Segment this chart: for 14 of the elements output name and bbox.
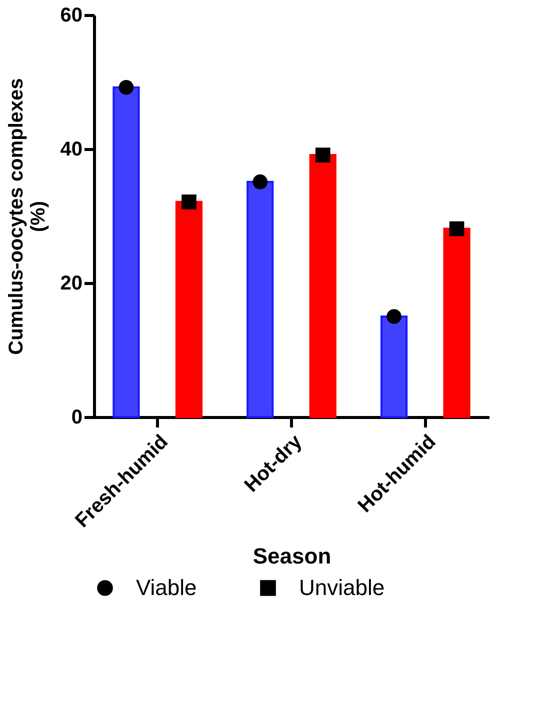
y-tick-label: 0 — [71, 406, 82, 428]
bar — [309, 154, 336, 418]
y-axis-title: Cumulus-oocytes complexes (%) — [5, 78, 50, 355]
y-tick-label: 40 — [60, 138, 82, 160]
bar — [112, 86, 140, 418]
bar — [246, 180, 274, 418]
bar — [175, 200, 203, 418]
legend-label: Unviable — [299, 575, 385, 600]
y-tick-label: 20 — [60, 272, 82, 294]
bar — [380, 316, 408, 418]
y-tick-label: 60 — [60, 4, 82, 26]
bar — [443, 228, 470, 418]
legend-label: Viable — [136, 575, 197, 600]
x-axis-title: Season — [252, 543, 332, 568]
